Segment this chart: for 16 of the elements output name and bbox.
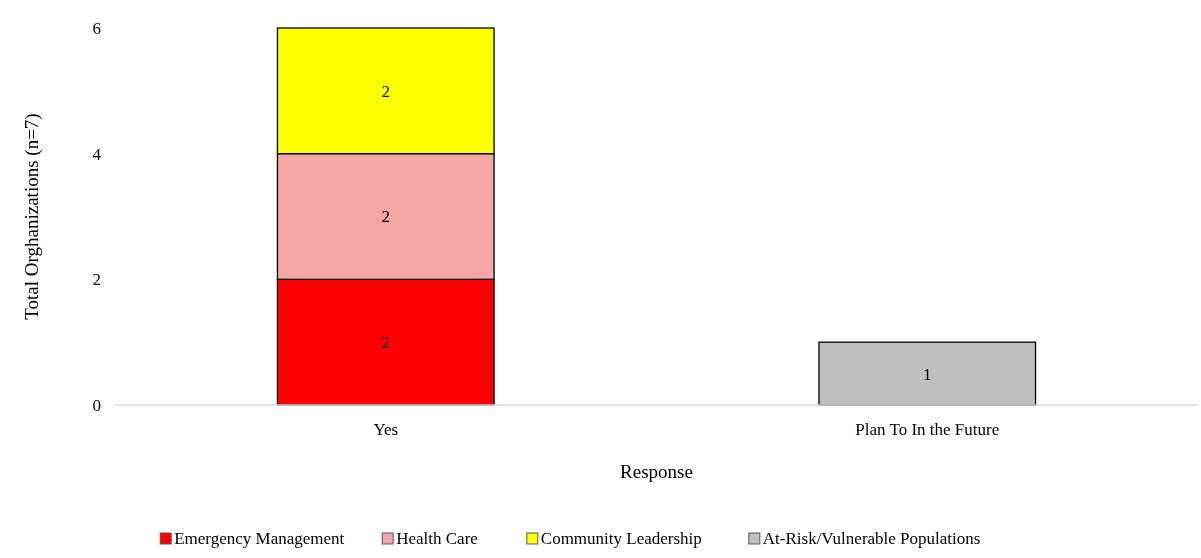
x-axis-title: Response bbox=[620, 461, 693, 482]
y-tick-label: 2 bbox=[92, 270, 101, 290]
y-tick-label: 0 bbox=[92, 395, 101, 415]
legend-label: Emergency Management bbox=[174, 529, 345, 548]
data-label: 2 bbox=[381, 333, 390, 353]
data-label: 1 bbox=[923, 364, 932, 384]
x-tick-label: Yes bbox=[373, 420, 399, 439]
y-tick-label: 4 bbox=[92, 144, 102, 164]
data-label: 2 bbox=[381, 207, 390, 227]
legend-label: At-Risk/Vulnerable Populations bbox=[762, 529, 981, 548]
legend-label: Community Leadership bbox=[540, 529, 702, 548]
y-axis-title: Total Orghanizations (n=7) bbox=[21, 113, 43, 320]
x-tick-label: Plan To In the Future bbox=[855, 420, 1000, 439]
y-tick-label: 6 bbox=[92, 18, 101, 38]
data-label: 2 bbox=[381, 81, 390, 101]
legend-label: Health Care bbox=[396, 529, 478, 548]
